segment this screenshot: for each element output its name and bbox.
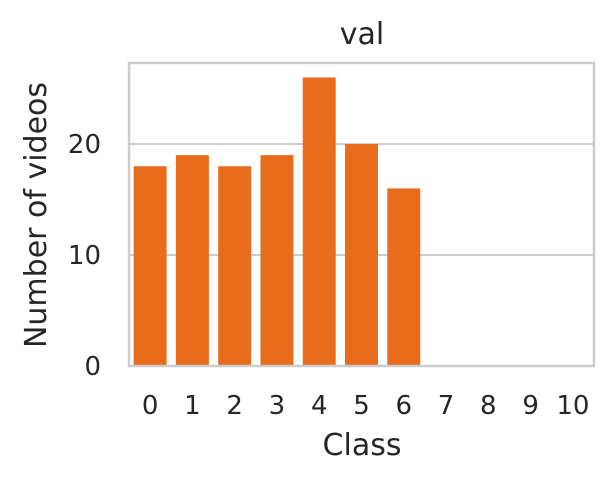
bars bbox=[133, 77, 421, 366]
x-tick-labels: 0 1 2 3 4 5 6 7 8 9 10 bbox=[142, 391, 590, 421]
x-tick-label: 9 bbox=[522, 391, 539, 421]
bar-class-0 bbox=[133, 166, 167, 366]
bar-class-2 bbox=[218, 166, 252, 366]
x-tick-label: 1 bbox=[184, 391, 201, 421]
y-tick-labels: 0 10 20 bbox=[68, 130, 101, 382]
bar-class-3 bbox=[260, 155, 294, 366]
y-tick-label: 10 bbox=[68, 241, 101, 271]
y-tick-label: 0 bbox=[84, 352, 101, 382]
x-tick-label: 5 bbox=[353, 391, 370, 421]
bar-class-4 bbox=[302, 77, 336, 366]
x-tick-label: 7 bbox=[438, 391, 455, 421]
x-axis-label: Class bbox=[323, 428, 402, 463]
chart-title: val bbox=[340, 17, 384, 52]
bar-class-1 bbox=[175, 155, 209, 366]
y-axis-label: Number of videos bbox=[19, 82, 54, 348]
x-tick-label: 3 bbox=[269, 391, 286, 421]
plot-frame bbox=[127, 61, 596, 368]
x-tick-label: 0 bbox=[142, 391, 159, 421]
y-tick-label: 20 bbox=[68, 130, 101, 160]
bar-class-5 bbox=[345, 144, 378, 366]
x-tick-label: 10 bbox=[556, 391, 589, 421]
x-tick-label: 4 bbox=[311, 391, 328, 421]
x-tick-label: 6 bbox=[395, 391, 412, 421]
bar-class-6 bbox=[387, 188, 421, 366]
x-tick-label: 8 bbox=[480, 391, 497, 421]
x-tick-label: 2 bbox=[226, 391, 243, 421]
